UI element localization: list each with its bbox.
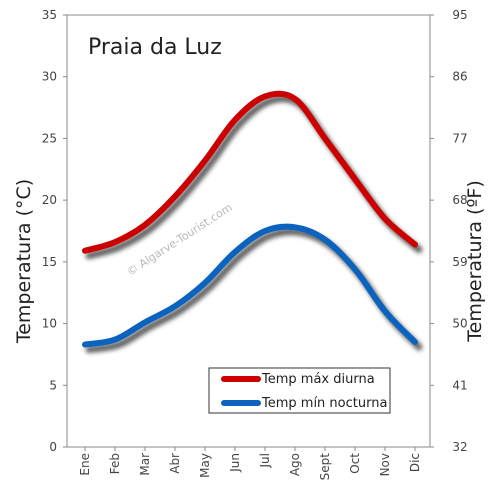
y-axis-label-left: Temperatura (°C) bbox=[13, 179, 35, 344]
x-tick-label: Ago bbox=[288, 453, 302, 476]
data-point-1-0 bbox=[84, 344, 86, 346]
x-tick-label: Dic bbox=[408, 453, 422, 472]
x-tick-label: Mar bbox=[138, 453, 152, 476]
y-tick-label-left: 25 bbox=[42, 131, 57, 145]
data-point-0-4 bbox=[204, 160, 206, 162]
x-tick-label: Jul bbox=[258, 453, 272, 468]
data-point-1-5 bbox=[234, 251, 236, 253]
y-tick-label-left: 15 bbox=[42, 255, 57, 269]
y-tick-label-right: 50 bbox=[452, 317, 467, 331]
data-point-0-9 bbox=[354, 178, 356, 180]
data-point-1-8 bbox=[324, 239, 326, 241]
x-tick-label: Feb bbox=[108, 453, 122, 474]
data-point-0-0 bbox=[84, 250, 86, 252]
chart-title: Praia da Luz bbox=[88, 35, 222, 60]
data-point-1-11 bbox=[414, 341, 416, 343]
y-tick-label-right: 77 bbox=[452, 131, 467, 145]
data-point-0-5 bbox=[234, 119, 236, 121]
y-tick-label-left: 5 bbox=[49, 378, 57, 392]
x-tick-label: Abr bbox=[168, 453, 182, 474]
data-point-1-4 bbox=[204, 282, 206, 284]
x-tick-label: Ene bbox=[78, 453, 92, 476]
y-tick-label-right: 86 bbox=[452, 70, 467, 84]
data-point-1-6 bbox=[264, 230, 266, 232]
x-tick-label: Jun bbox=[228, 453, 242, 473]
data-point-0-6 bbox=[264, 95, 266, 97]
data-point-0-7 bbox=[294, 98, 296, 100]
legend-label-max: Temp máx diurna bbox=[261, 372, 375, 387]
data-point-0-3 bbox=[174, 195, 176, 197]
legend: Temp máx diurna Temp mín nocturna bbox=[208, 367, 391, 414]
data-point-1-3 bbox=[174, 305, 176, 307]
series-line-1 bbox=[82, 223, 418, 348]
data-point-1-7 bbox=[294, 226, 296, 228]
y-tick-label-right: 68 bbox=[452, 193, 467, 207]
data-point-1-9 bbox=[354, 268, 356, 270]
y-tick-label-left: 0 bbox=[49, 440, 57, 454]
data-point-1-1 bbox=[114, 339, 116, 341]
y-tick-label-left: 35 bbox=[42, 8, 57, 22]
data-point-0-8 bbox=[324, 137, 326, 139]
y-axis-label-right: Temperatura (ºF) bbox=[464, 180, 486, 342]
x-tick-label: May bbox=[198, 453, 212, 478]
x-tick-label: Nov bbox=[378, 453, 392, 476]
data-point-0-10 bbox=[384, 218, 386, 220]
y-tick-label-right: 95 bbox=[452, 8, 467, 22]
y-tick-label-left: 30 bbox=[42, 70, 57, 84]
data-point-0-2 bbox=[144, 224, 146, 226]
data-point-0-1 bbox=[114, 241, 116, 243]
x-tick-label: Oct bbox=[348, 453, 362, 474]
y-tick-label-left: 20 bbox=[42, 193, 57, 207]
data-point-0-11 bbox=[414, 244, 416, 246]
legend-label-min: Temp mín nocturna bbox=[261, 396, 387, 411]
x-tick-label: Sept bbox=[318, 453, 332, 481]
y-tick-label-right: 59 bbox=[452, 255, 467, 269]
y-tick-label-right: 41 bbox=[452, 378, 467, 392]
series-line-0 bbox=[82, 90, 418, 254]
data-point-1-10 bbox=[384, 310, 386, 312]
y-tick-label-right: 32 bbox=[452, 440, 467, 454]
data-point-1-2 bbox=[144, 321, 146, 323]
y-tick-label-left: 10 bbox=[42, 317, 57, 331]
